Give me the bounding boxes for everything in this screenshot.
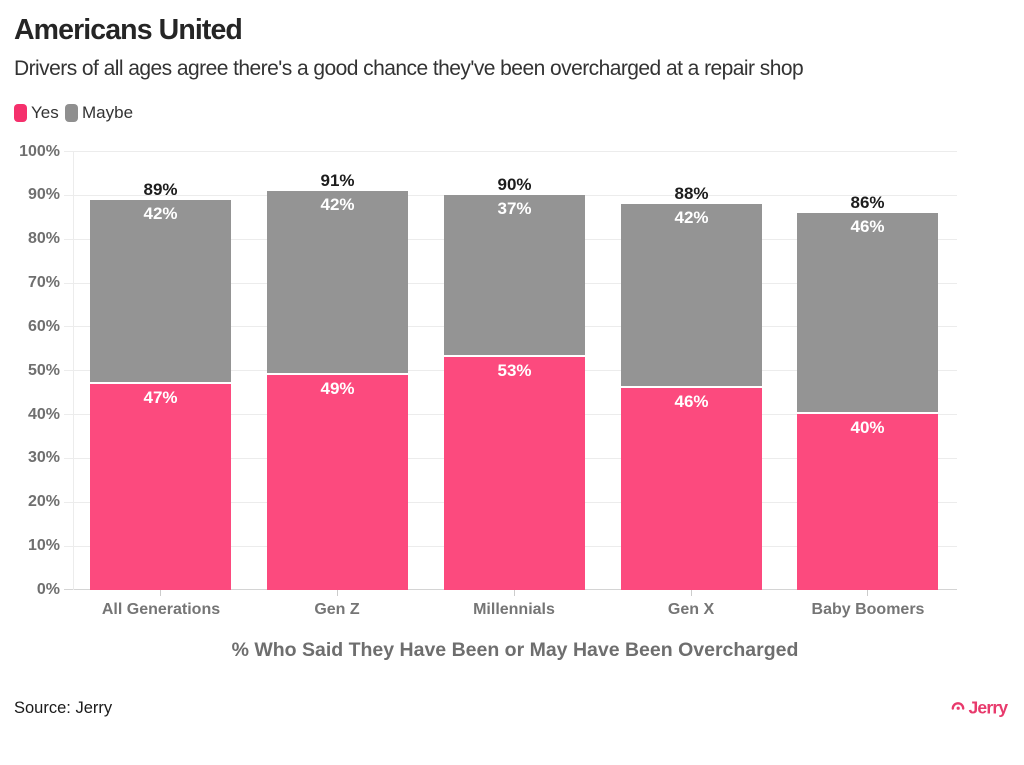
svg-text:Jerry: Jerry xyxy=(969,698,1009,718)
